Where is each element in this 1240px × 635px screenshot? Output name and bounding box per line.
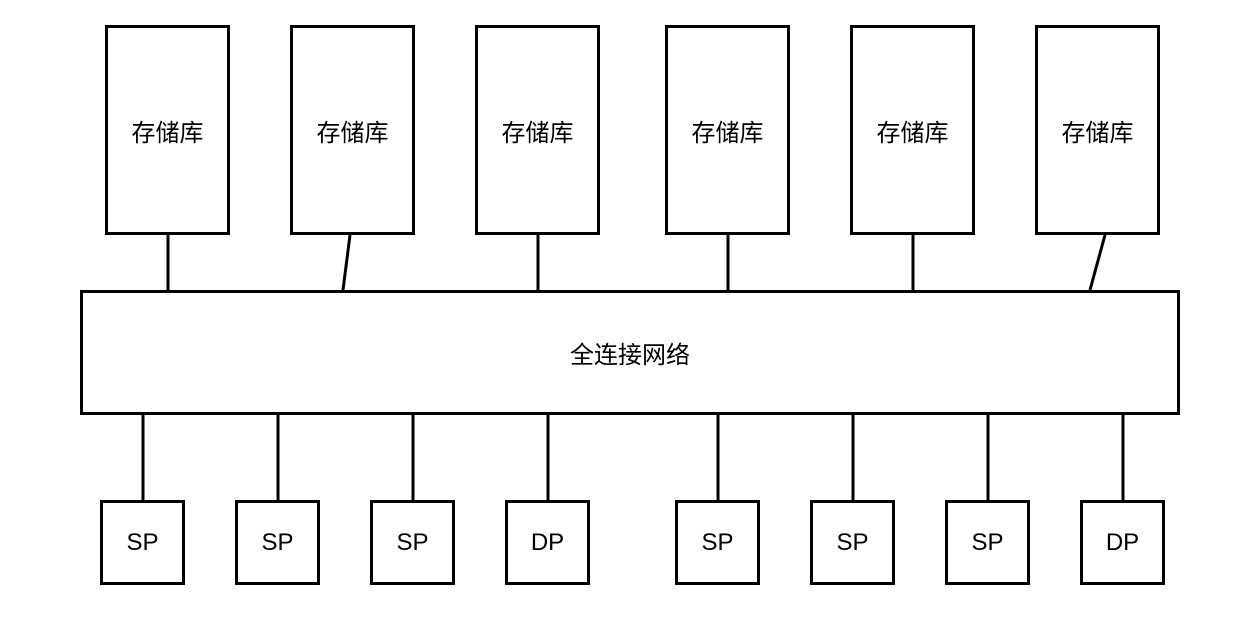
storage-node: 存储库 bbox=[105, 25, 230, 235]
storage-label: 存储库 bbox=[132, 113, 204, 148]
storage-node: 存储库 bbox=[665, 25, 790, 235]
processor-node: SP bbox=[370, 500, 455, 585]
processor-label: DP bbox=[531, 529, 564, 557]
processor-node: SP bbox=[235, 500, 320, 585]
processor-node: SP bbox=[675, 500, 760, 585]
processor-node: SP bbox=[810, 500, 895, 585]
processor-node: DP bbox=[505, 500, 590, 585]
processor-node: SP bbox=[945, 500, 1030, 585]
processor-node: DP bbox=[1080, 500, 1165, 585]
storage-label: 存储库 bbox=[317, 113, 389, 148]
processor-node: SP bbox=[100, 500, 185, 585]
processor-label: SP bbox=[261, 529, 293, 557]
interconnect-label: 全连接网络 bbox=[570, 335, 690, 370]
processor-label: DP bbox=[1106, 529, 1139, 557]
interconnect-node: 全连接网络 bbox=[80, 290, 1180, 415]
processor-label: SP bbox=[971, 529, 1003, 557]
processor-label: SP bbox=[126, 529, 158, 557]
storage-node: 存储库 bbox=[290, 25, 415, 235]
storage-node: 存储库 bbox=[1035, 25, 1160, 235]
storage-label: 存储库 bbox=[877, 113, 949, 148]
storage-label: 存储库 bbox=[692, 113, 764, 148]
storage-label: 存储库 bbox=[502, 113, 574, 148]
storage-label: 存储库 bbox=[1062, 113, 1134, 148]
processor-label: SP bbox=[396, 529, 428, 557]
storage-node: 存储库 bbox=[475, 25, 600, 235]
processor-label: SP bbox=[701, 529, 733, 557]
storage-node: 存储库 bbox=[850, 25, 975, 235]
processor-label: SP bbox=[836, 529, 868, 557]
diagram-canvas: 存储库 存储库 存储库 存储库 存储库 存储库 全连接网络 SP SP SP D… bbox=[0, 0, 1240, 635]
